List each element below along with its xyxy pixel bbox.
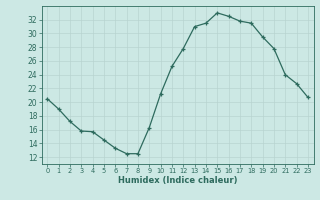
X-axis label: Humidex (Indice chaleur): Humidex (Indice chaleur) — [118, 176, 237, 185]
